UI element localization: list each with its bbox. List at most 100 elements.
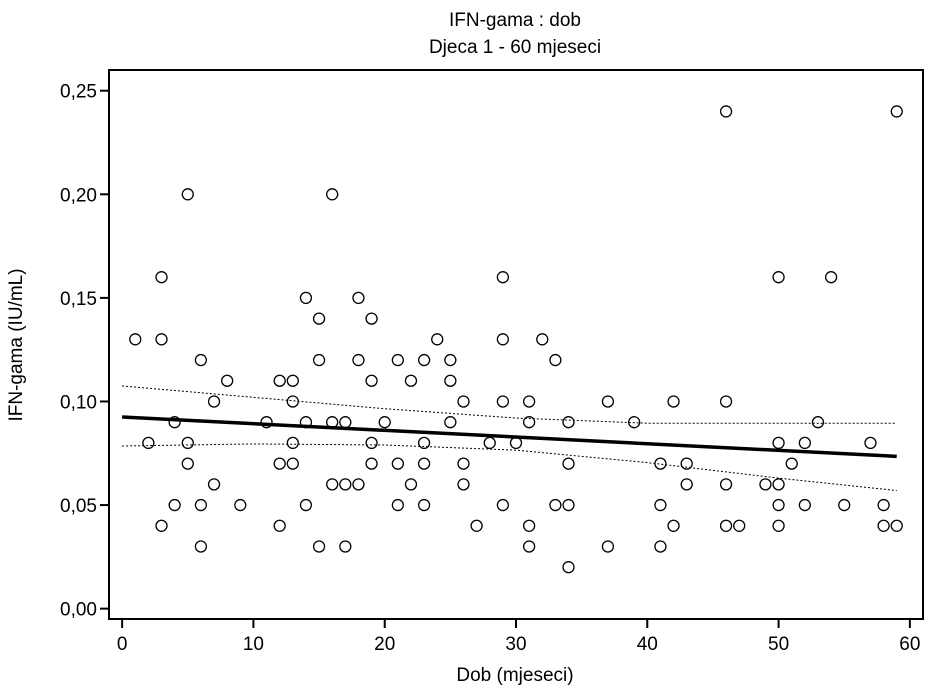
- data-point: [234, 498, 247, 512]
- data-point: [365, 374, 378, 387]
- data-point: [890, 519, 903, 532]
- data-point: [562, 457, 575, 470]
- regression: [122, 415, 897, 459]
- data-point: [719, 519, 733, 532]
- y-tick-label: 0,15: [60, 289, 97, 310]
- data-point: [365, 457, 378, 470]
- data-point: [890, 105, 903, 118]
- regression-line: [122, 415, 897, 459]
- data-point: [352, 353, 365, 367]
- x-tick-label: 20: [374, 634, 395, 655]
- data-point: [326, 478, 339, 491]
- chart-title: IFN-gama : dob: [449, 10, 581, 31]
- data-point: [207, 395, 221, 408]
- data-point: [522, 540, 536, 553]
- data-point: [522, 519, 536, 532]
- data-point: [378, 416, 391, 429]
- data-point: [181, 457, 194, 470]
- data-point: [299, 291, 313, 305]
- data-point: [654, 498, 667, 512]
- data-point: [286, 457, 299, 470]
- data-point: [155, 519, 168, 532]
- confidence-interval: [122, 385, 897, 492]
- data-points: [129, 105, 903, 574]
- data-point: [326, 188, 339, 201]
- x-tick-label: 30: [505, 634, 526, 655]
- y-axis: 0,00 0,05 0,10 0,15 0,20 0,25: [60, 82, 109, 621]
- x-tick-label: 60: [899, 634, 920, 655]
- data-point: [457, 457, 470, 470]
- data-point: [142, 436, 155, 450]
- x-tick-label: 0: [117, 634, 128, 655]
- data-point: [811, 416, 825, 429]
- data-point: [417, 498, 431, 512]
- y-tick-label: 0,10: [60, 392, 97, 413]
- data-point: [221, 374, 234, 387]
- y-axis-label: IFN-gama (IU/mL): [6, 268, 27, 421]
- data-point: [273, 519, 286, 532]
- data-point: [772, 478, 785, 491]
- data-point: [680, 478, 693, 491]
- data-point: [312, 312, 326, 325]
- data-point: [286, 374, 299, 387]
- data-point: [417, 353, 431, 367]
- data-point: [877, 519, 890, 532]
- data-point: [260, 416, 273, 429]
- data-point: [549, 353, 562, 367]
- data-point: [667, 395, 680, 408]
- data-point: [562, 498, 575, 512]
- data-point: [286, 395, 299, 408]
- data-point: [509, 436, 523, 450]
- data-point: [444, 374, 457, 387]
- data-point: [838, 498, 851, 512]
- data-point: [417, 457, 431, 470]
- x-tick-label: 50: [768, 634, 789, 655]
- data-point: [339, 416, 352, 429]
- data-point: [365, 312, 378, 325]
- x-axis: 0 10 20 30 40 50 60: [117, 619, 920, 655]
- data-point: [877, 498, 890, 512]
- ci-upper-line: [122, 385, 897, 424]
- data-point: [181, 436, 194, 450]
- data-point: [339, 540, 352, 553]
- data-point: [207, 478, 221, 491]
- data-point: [483, 436, 496, 450]
- y-tick-label: 0,05: [60, 496, 97, 517]
- data-point: [654, 540, 667, 553]
- data-point: [391, 498, 404, 512]
- data-point: [168, 416, 181, 429]
- data-point: [654, 457, 667, 470]
- data-point: [312, 353, 326, 367]
- data-point: [352, 478, 365, 491]
- data-point: [129, 333, 142, 346]
- y-tick-label: 0,20: [60, 185, 97, 206]
- x-tick-label: 40: [637, 634, 658, 655]
- data-point: [194, 353, 208, 367]
- data-point: [404, 478, 418, 491]
- y-tick-label: 0,25: [60, 82, 97, 103]
- data-point: [864, 436, 877, 450]
- y-tick-label: 0,00: [60, 600, 97, 621]
- data-point: [444, 416, 457, 429]
- data-point: [352, 291, 365, 305]
- data-point: [365, 436, 378, 450]
- data-point: [181, 188, 194, 201]
- data-point: [680, 457, 693, 470]
- data-point: [522, 395, 536, 408]
- data-point: [549, 498, 562, 512]
- data-point: [155, 271, 168, 284]
- chart-subtitle: Djeca 1 - 60 mjeseci: [429, 37, 601, 58]
- data-point: [312, 540, 326, 553]
- data-point: [601, 395, 615, 408]
- data-point: [273, 374, 286, 387]
- data-point: [299, 498, 313, 512]
- data-point: [772, 436, 785, 450]
- data-point: [457, 478, 470, 491]
- data-point: [496, 333, 510, 346]
- data-point: [772, 498, 785, 512]
- data-point: [772, 271, 785, 284]
- data-point: [824, 271, 838, 284]
- data-point: [168, 498, 181, 512]
- data-point: [798, 498, 811, 512]
